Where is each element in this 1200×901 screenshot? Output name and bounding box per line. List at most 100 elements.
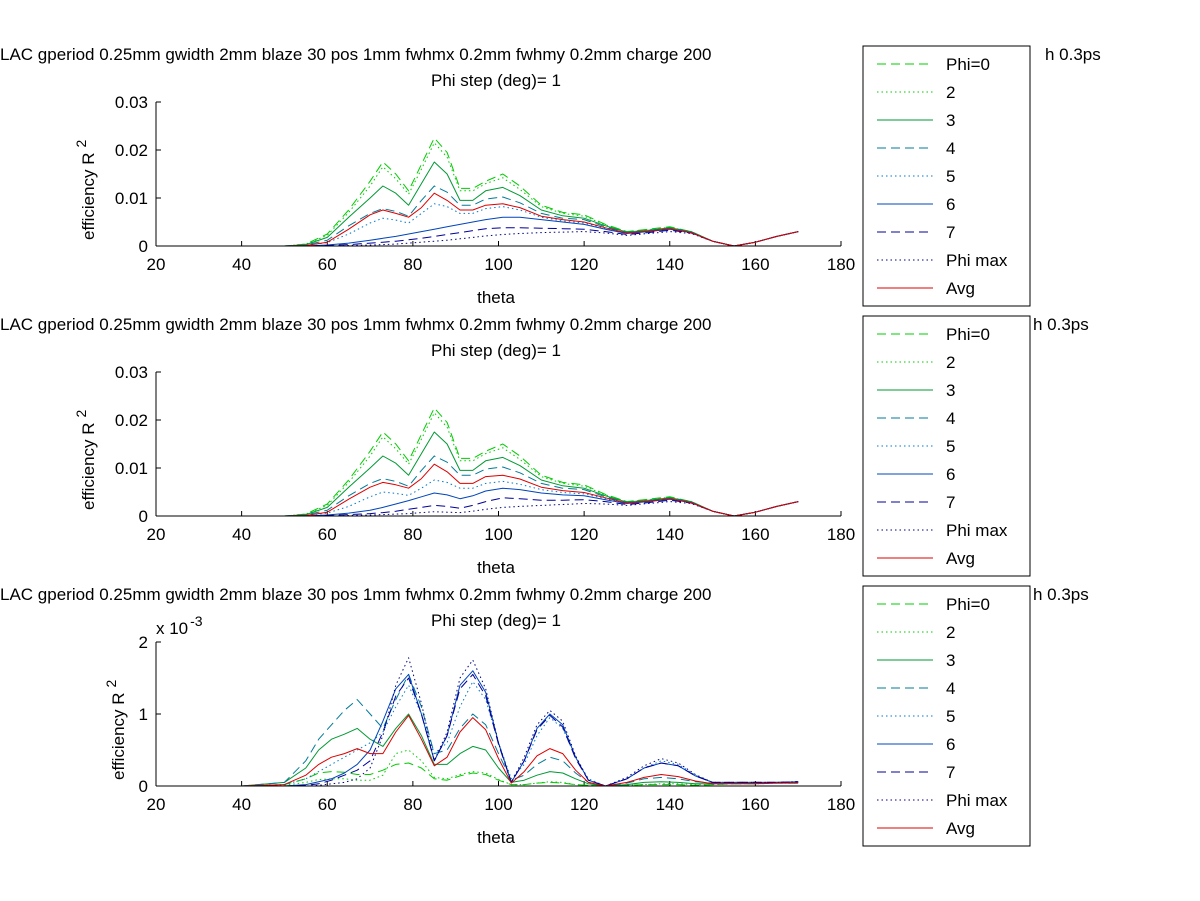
legend-label: Phi max	[946, 791, 1008, 810]
x-tick-label: 100	[484, 525, 512, 544]
y-tick-label: 1	[139, 705, 148, 724]
legend-label: Phi=0	[946, 325, 990, 344]
series-line-avg	[198, 714, 799, 787]
y-tick-label: 0.02	[115, 141, 148, 160]
legend-label: Phi max	[946, 521, 1008, 540]
y-tick-label: 0.01	[115, 459, 148, 478]
y-tick-label: 0.03	[115, 363, 148, 382]
y-tick-label: 0.02	[115, 411, 148, 430]
legend-label: 6	[946, 735, 955, 754]
x-tick-label: 60	[318, 795, 337, 814]
legend-label: Avg	[946, 549, 975, 568]
legend-label: 4	[946, 409, 955, 428]
subplot-3-legend: Phi=0 2 3 4 5 6 7 Phi max Avg	[862, 585, 1031, 847]
y-tick-label: 0	[139, 507, 148, 526]
series-line-4	[198, 185, 799, 247]
series-line-3	[198, 431, 799, 517]
subplot-1-ylabel-text: efficiency R	[79, 152, 98, 240]
subplot-1-ylabel: efficiency R 2	[73, 139, 98, 240]
legend-label: Phi=0	[946, 595, 990, 614]
x-tick-label: 20	[147, 525, 166, 544]
subplot-2-ylabel-text: efficiency R	[79, 422, 98, 510]
subplot-1-legend: Phi=0 2 3 4 5 6 7 Phi max Avg	[862, 45, 1031, 307]
y-tick-label: 0.01	[115, 189, 148, 208]
x-tick-label: 100	[484, 795, 512, 814]
legend-label: 4	[946, 139, 955, 158]
subplot-2-legend: Phi=0 2 3 4 5 6 7 Phi max Avg	[862, 315, 1031, 577]
legend-label: 7	[946, 493, 955, 512]
legend-label: 6	[946, 195, 955, 214]
legend-label: Phi max	[946, 251, 1008, 270]
y-tick-label: 2	[139, 633, 148, 652]
x-tick-label: 80	[403, 255, 422, 274]
series-line-4	[198, 673, 799, 787]
x-tick-label: 180	[827, 525, 855, 544]
series-line-3	[198, 713, 799, 787]
subplot-1: LAC gperiod 0.25mm gwidth 2mm blaze 30 p…	[0, 45, 1101, 307]
subplot-3-exponent: x 10 -3	[156, 613, 203, 638]
subplot-2-ylabel-sup: 2	[73, 409, 89, 417]
y-tick-label: 0	[139, 237, 148, 256]
subplot-3-xlabel: theta	[477, 828, 515, 847]
x-tick-label: 160	[741, 255, 769, 274]
x-tick-label: 120	[570, 795, 598, 814]
y-tick-label: 0.03	[115, 93, 148, 112]
series-line-avg	[198, 192, 799, 247]
x-tick-label: 20	[147, 255, 166, 274]
subplot-3-ylabel-text: efficiency R	[109, 692, 128, 780]
subplot-1-xlabel: theta	[477, 288, 515, 307]
x-tick-label: 140	[656, 795, 684, 814]
legend-label: 2	[946, 353, 955, 372]
x-tick-label: 120	[570, 255, 598, 274]
series-line-5	[198, 479, 799, 517]
legend-label: 2	[946, 83, 955, 102]
series-line-phi0	[198, 762, 799, 787]
legend-label: 3	[946, 651, 955, 670]
x-tick-label: 40	[232, 795, 251, 814]
subplot-2-ticks: 20 40 60 80 100 120 140 160 180 0 0.01 0.02 0.03	[115, 363, 855, 544]
subplot-1-ticks: 20 40 60 80 100 120 140 160 180 0 0.01 0.02 0.03	[115, 93, 855, 274]
subplot-3-title-tail: h 0.3ps	[1033, 585, 1089, 604]
series-line-5	[198, 681, 799, 787]
legend-label: Avg	[946, 819, 975, 838]
x-tick-label: 140	[656, 525, 684, 544]
series-line-avg	[198, 463, 799, 517]
subplot-3-ylabel: efficiency R 2	[103, 679, 128, 780]
x-tick-label: 160	[741, 525, 769, 544]
subplot-1-subtitle: Phi step (deg)= 1	[431, 71, 561, 90]
subplot-2-xlabel: theta	[477, 558, 515, 577]
x-tick-label: 40	[232, 525, 251, 544]
series-line-phi0	[198, 407, 799, 517]
legend-label: 5	[946, 437, 955, 456]
subplot-3-subtitle: Phi step (deg)= 1	[431, 611, 561, 630]
subplot-3-exponent-base: x 10	[156, 619, 188, 638]
x-tick-label: 180	[827, 255, 855, 274]
legend-label: 6	[946, 465, 955, 484]
subplot-3: LAC gperiod 0.25mm gwidth 2mm blaze 30 p…	[0, 585, 1089, 847]
x-tick-label: 20	[147, 795, 166, 814]
y-tick-label: 0	[139, 777, 148, 796]
x-tick-label: 140	[656, 255, 684, 274]
x-tick-label: 60	[318, 255, 337, 274]
legend-label: 3	[946, 111, 955, 130]
x-tick-label: 100	[484, 255, 512, 274]
x-tick-label: 40	[232, 255, 251, 274]
legend-label: Avg	[946, 279, 975, 298]
x-tick-label: 180	[827, 795, 855, 814]
series-line-7	[198, 673, 799, 787]
subplot-2-title-tail: h 0.3ps	[1033, 315, 1089, 334]
legend-label: 3	[946, 381, 955, 400]
legend-label: 7	[946, 223, 955, 242]
x-tick-label: 80	[403, 795, 422, 814]
legend-label: 5	[946, 707, 955, 726]
legend-label: 4	[946, 679, 955, 698]
x-tick-label: 120	[570, 525, 598, 544]
legend-label: 2	[946, 623, 955, 642]
legend-label: 5	[946, 167, 955, 186]
x-tick-label: 60	[318, 525, 337, 544]
subplot-2: LAC gperiod 0.25mm gwidth 2mm blaze 30 p…	[0, 315, 1089, 577]
series-line-2	[198, 749, 799, 787]
subplot-1-title: LAC gperiod 0.25mm gwidth 2mm blaze 30 p…	[0, 45, 711, 64]
subplot-3-exponent-power: -3	[190, 613, 203, 629]
subplot-1-title-tail: h 0.3ps	[1045, 45, 1101, 64]
